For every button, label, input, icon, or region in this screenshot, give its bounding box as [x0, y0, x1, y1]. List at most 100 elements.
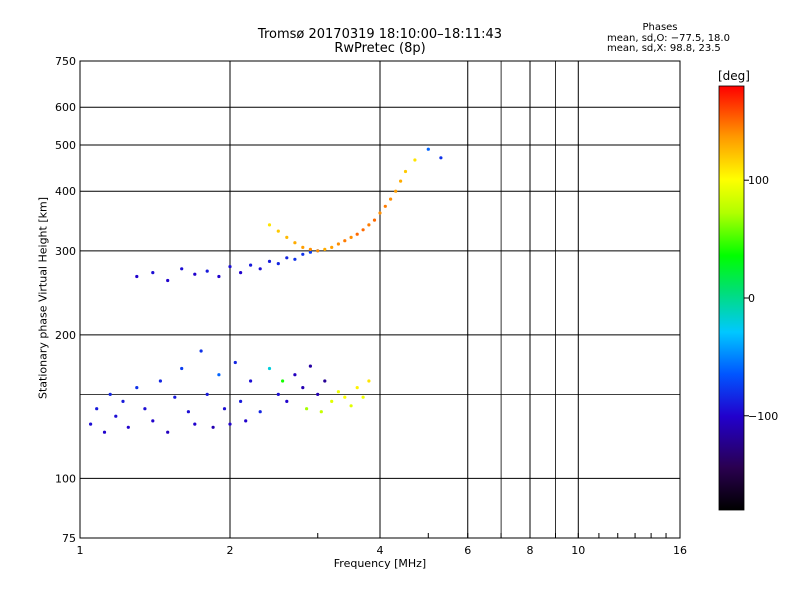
data-point — [281, 379, 285, 383]
data-point — [343, 239, 347, 243]
x-axis-label: Frequency [MHz] — [333, 557, 427, 570]
data-point — [293, 241, 297, 245]
data-point — [413, 158, 417, 162]
chart-subtitle: RwPretec (8p) — [334, 41, 426, 56]
data-point — [301, 252, 305, 256]
x-tick-label: 10 — [571, 544, 585, 557]
data-point — [276, 392, 280, 396]
data-point — [151, 271, 155, 275]
data-point — [166, 278, 170, 283]
data-point — [258, 267, 262, 271]
data-point — [217, 373, 221, 377]
data-point — [121, 399, 125, 403]
grid-lines — [80, 61, 680, 538]
data-point — [403, 169, 408, 174]
chart-title: Tromsø 20170319 18:10:00–18:11:43 — [257, 27, 503, 42]
data-point — [108, 392, 112, 396]
data-point — [305, 407, 309, 411]
data-points — [89, 147, 443, 434]
data-point — [193, 272, 197, 276]
data-point — [349, 235, 353, 239]
data-point — [249, 379, 253, 383]
data-point — [239, 271, 243, 275]
data-point — [173, 395, 177, 399]
data-point — [394, 189, 398, 193]
data-point — [244, 419, 248, 423]
data-point — [285, 399, 289, 403]
data-point — [228, 422, 232, 426]
data-point — [258, 410, 262, 414]
y-tick-label: 200 — [55, 329, 76, 342]
data-point — [249, 263, 253, 267]
data-point — [158, 379, 162, 383]
data-point — [361, 228, 365, 232]
colorbar-tick-label: 100 — [748, 174, 769, 187]
data-point — [389, 197, 393, 201]
colorbar-title: [deg] — [718, 69, 750, 83]
data-point — [301, 386, 305, 390]
data-point — [199, 349, 203, 353]
colorbar-ticks: 100 0 −100 — [744, 174, 778, 423]
phase-stats-title: Phases — [642, 22, 678, 33]
x-tick-label: 8 — [527, 544, 534, 557]
y-tick-label: 400 — [55, 185, 76, 198]
data-point — [193, 422, 197, 426]
data-point — [267, 366, 272, 371]
data-point — [336, 242, 340, 246]
colorbar — [718, 85, 745, 511]
data-point — [293, 257, 297, 261]
data-point — [308, 250, 312, 254]
y-tick-label: 100 — [55, 472, 76, 485]
data-point — [355, 232, 359, 236]
data-point — [355, 386, 359, 390]
data-point — [217, 274, 221, 279]
data-point — [285, 235, 289, 239]
data-point — [323, 379, 327, 383]
data-point — [308, 247, 312, 251]
data-point — [135, 386, 139, 390]
data-point — [349, 404, 353, 408]
plot-frame — [79, 60, 681, 539]
data-point — [267, 259, 272, 263]
data-point — [330, 399, 334, 403]
data-point — [95, 407, 99, 411]
data-point — [308, 364, 312, 368]
data-point — [378, 211, 382, 215]
data-point — [276, 229, 280, 233]
colorbar-tick-label: −100 — [748, 410, 778, 423]
y-tick-label: 600 — [55, 101, 76, 114]
data-point — [89, 422, 93, 426]
data-point — [126, 425, 130, 429]
x-tick-label: 16 — [673, 544, 687, 557]
data-point — [426, 147, 430, 151]
data-point — [372, 218, 377, 222]
y-tick-label: 500 — [55, 139, 76, 152]
data-point — [166, 430, 170, 434]
data-point — [239, 399, 243, 403]
data-point — [180, 366, 184, 371]
data-point — [233, 360, 237, 365]
data-point — [205, 269, 209, 273]
data-point — [114, 414, 118, 418]
data-point — [323, 247, 327, 251]
x-tick-label: 1 — [77, 544, 84, 557]
phase-stats-o-mode: mean, sd,O: −77.5, 18.0 — [607, 33, 730, 44]
data-point — [367, 223, 371, 227]
data-point — [316, 392, 320, 396]
data-point — [228, 265, 232, 269]
data-point — [316, 249, 320, 253]
data-point — [180, 267, 184, 271]
data-point — [102, 430, 107, 434]
data-point — [135, 274, 139, 279]
y-tick-label: 750 — [55, 55, 76, 68]
data-point — [367, 379, 371, 383]
data-point — [205, 392, 209, 396]
y-tick-label: 300 — [55, 245, 76, 258]
data-point — [267, 223, 272, 227]
phase-stats-x-mode: mean, sd,X: 98.8, 23.5 — [607, 43, 721, 54]
data-point — [211, 425, 215, 429]
data-point — [222, 407, 227, 411]
axis-ticks: 1 2 4 6 8 10 16 75 100 200 300 400 500 600 750 — [55, 55, 687, 557]
data-point — [383, 204, 387, 208]
